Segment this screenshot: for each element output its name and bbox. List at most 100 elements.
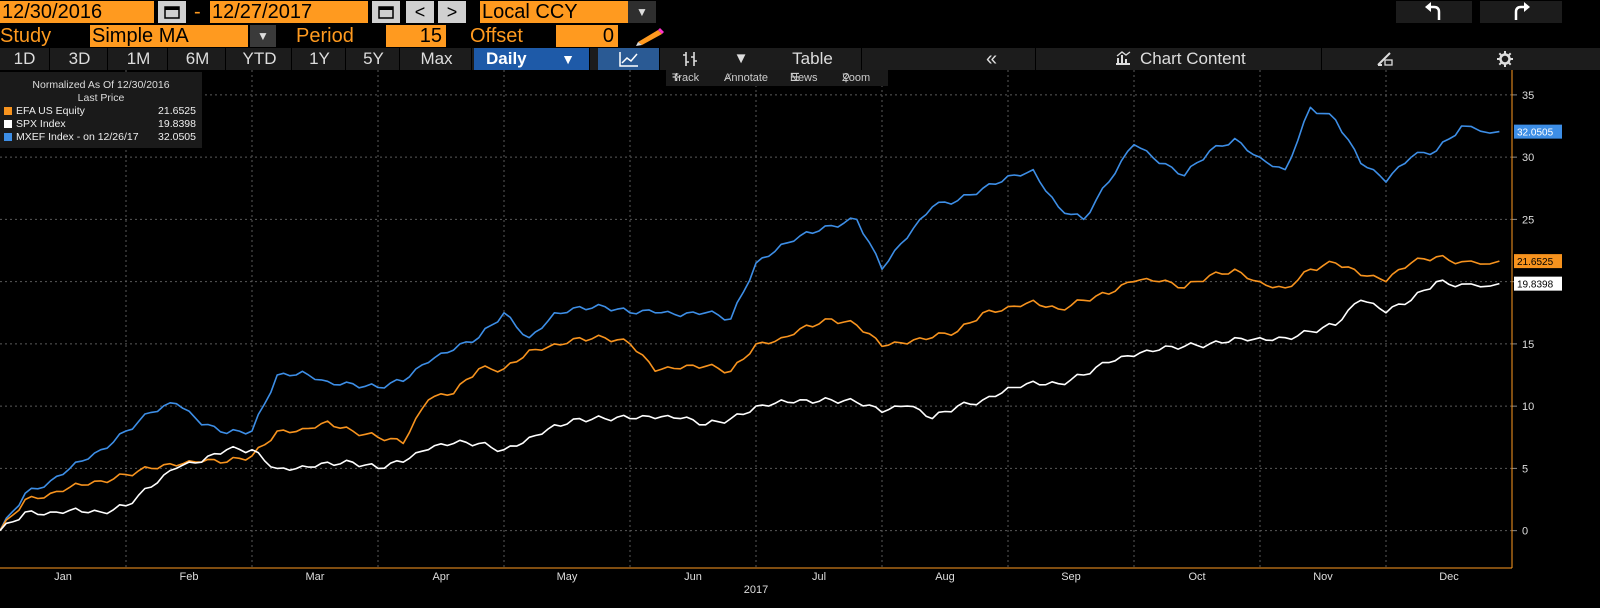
edit-icon (1377, 52, 1393, 66)
last-value-tag (1514, 276, 1562, 291)
series-line-mxef-index (0, 106, 1500, 531)
chevron-down-icon: ▼ (561, 51, 575, 67)
tab-range-3d[interactable]: 3D (52, 48, 108, 70)
undo-icon (1425, 2, 1441, 20)
series-line-spx-index (0, 279, 1500, 532)
range-tabs-bar: 1D 3D 1M 6M YTD 1Y 5Y Max Daily ▼ ▼ Tabl… (0, 48, 1600, 70)
x-tick-label: Jul (812, 571, 826, 583)
redo-button[interactable] (1480, 1, 1562, 23)
currency-dropdown-button[interactable]: ▼ (628, 1, 656, 23)
study-field[interactable]: Simple MA (90, 25, 248, 47)
legend-item-value: 19.8398 (158, 118, 196, 130)
offset-label: Offset (470, 25, 523, 47)
tab-range-ytd[interactable]: YTD (228, 48, 292, 70)
last-value-label: 32.0505 (1517, 128, 1554, 139)
series-line-efa-us-equity (0, 254, 1500, 532)
legend-item-label: EFA US Equity (16, 105, 85, 117)
news-label: News (790, 72, 818, 84)
end-date-field[interactable]: 12/27/2017 (210, 1, 368, 23)
track-label: Track (672, 72, 700, 84)
y-tick-label: 10 (1522, 401, 1534, 413)
x-tick-label: Dec (1439, 571, 1459, 583)
last-value-label: 19.8398 (1517, 280, 1554, 291)
last-value-label: 21.6525 (1517, 257, 1554, 268)
chevron-down-icon: ▼ (733, 50, 749, 67)
y-axis: 05101520253035 (1511, 70, 1534, 568)
legend-item-mxef[interactable]: MXEF Index - on 12/26/17 32.0505 (4, 131, 198, 144)
calendar-icon (164, 6, 180, 19)
legend-last-price-header: Last Price (77, 92, 125, 104)
date-range-bar: 12/30/2016 - 12/27/2017 < > Local CCY ▼ (0, 0, 1600, 24)
calendar-icon (378, 6, 394, 19)
tab-range-6m[interactable]: 6M (170, 48, 226, 70)
legend-item-label: MXEF Index - on 12/26/17 (16, 131, 139, 143)
x-tick-label: Oct (1188, 571, 1205, 583)
settings-button[interactable] (1480, 48, 1530, 70)
table-button[interactable]: Table (764, 48, 862, 70)
period-field[interactable]: 15 (386, 25, 446, 47)
start-date-field[interactable]: 12/30/2016 (0, 1, 154, 23)
study-dropdown-button[interactable]: ▼ (250, 25, 276, 47)
line-chart-button[interactable] (598, 48, 660, 70)
legend-item-value: 21.6525 (158, 105, 196, 117)
chart-toolbar: ✛ Track ⟋ Annotate ☰ News ⚲ Zoom (666, 70, 888, 86)
chevron-down-icon: ▼ (636, 5, 648, 19)
y-tick-label: 25 (1522, 214, 1534, 226)
edit-button[interactable] (1324, 48, 1446, 70)
undo-button[interactable] (1396, 1, 1472, 23)
y-tick-label: 0 (1522, 526, 1528, 538)
tab-range-max[interactable]: Max (402, 48, 472, 70)
end-calendar-button[interactable] (372, 1, 400, 23)
legend-swatch (4, 120, 12, 128)
pencil-button[interactable] (634, 26, 666, 46)
chevron-down-icon: ▼ (257, 29, 269, 43)
date-separator: - (194, 1, 201, 23)
start-calendar-button[interactable] (158, 1, 186, 23)
last-value-tag (1514, 254, 1562, 269)
tab-range-1m[interactable]: 1M (110, 48, 168, 70)
legend-normalized-header: Normalized As Of 12/30/2016 (32, 79, 170, 91)
zoom-label: Zoom (842, 72, 871, 84)
news-icon: ☰ (790, 72, 800, 84)
magnifier-icon: ⚲ (842, 72, 851, 84)
legend-item-spx[interactable]: SPX Index 19.8398 (4, 118, 198, 131)
x-tick-label: Sep (1061, 571, 1081, 583)
y-tick-label: 15 (1522, 339, 1534, 351)
y-tick-label: 30 (1522, 152, 1534, 164)
tab-range-1d[interactable]: 1D (0, 48, 50, 70)
x-tick-label: May (557, 571, 578, 583)
x-tick-label: Jan (54, 571, 72, 583)
tab-range-1y[interactable]: 1Y (294, 48, 346, 70)
line-chart[interactable]: 05101520253035 JanFebMarAprMayJunJulAugS… (0, 70, 1600, 608)
legend-item-label: SPX Index (16, 118, 66, 130)
legend-item-efa[interactable]: EFA US Equity 21.6525 (4, 105, 198, 118)
prev-period-button[interactable]: < (406, 1, 434, 23)
annotate-icon: ⟋ (724, 72, 732, 84)
offset-field[interactable]: 0 (556, 25, 618, 47)
currency-field[interactable]: Local CCY (480, 1, 628, 23)
x-tick-label: Feb (180, 571, 199, 583)
legend-item-value: 32.0505 (158, 131, 196, 143)
study-label: Study (0, 25, 52, 47)
legend[interactable]: Normalized As Of 12/30/2016 Last Price E… (0, 72, 202, 148)
x-axis: Jan Feb Mar Apr May Jun Jul Aug Sep Oct Nov Dec 2017 (0, 567, 1512, 596)
redo-icon (1514, 2, 1530, 20)
frequency-dropdown[interactable]: Daily ▼ (474, 48, 590, 70)
tab-range-5y[interactable]: 5Y (348, 48, 400, 70)
last-value-tag (1514, 124, 1562, 139)
x-tick-label: Apr (432, 571, 449, 583)
x-tick-label: Aug (935, 571, 955, 583)
collapse-button[interactable]: « (948, 48, 1036, 70)
next-period-button[interactable]: > (438, 1, 466, 23)
frequency-label: Daily (486, 49, 527, 68)
legend-swatch (4, 107, 12, 115)
chart-type-dropdown-button[interactable]: ▼ (720, 48, 762, 70)
chart-series (0, 106, 1500, 532)
x-tick-label: Mar (306, 571, 325, 583)
ohlc-icon (683, 52, 697, 66)
annotate-label: Annotate (724, 72, 769, 84)
line-chart-icon (618, 52, 638, 67)
study-bar: Study Simple MA ▼ Period 15 Offset 0 (0, 24, 1600, 48)
chart-content-button[interactable]: Chart Content (1040, 48, 1322, 70)
bar-chart-button[interactable] (664, 48, 716, 70)
